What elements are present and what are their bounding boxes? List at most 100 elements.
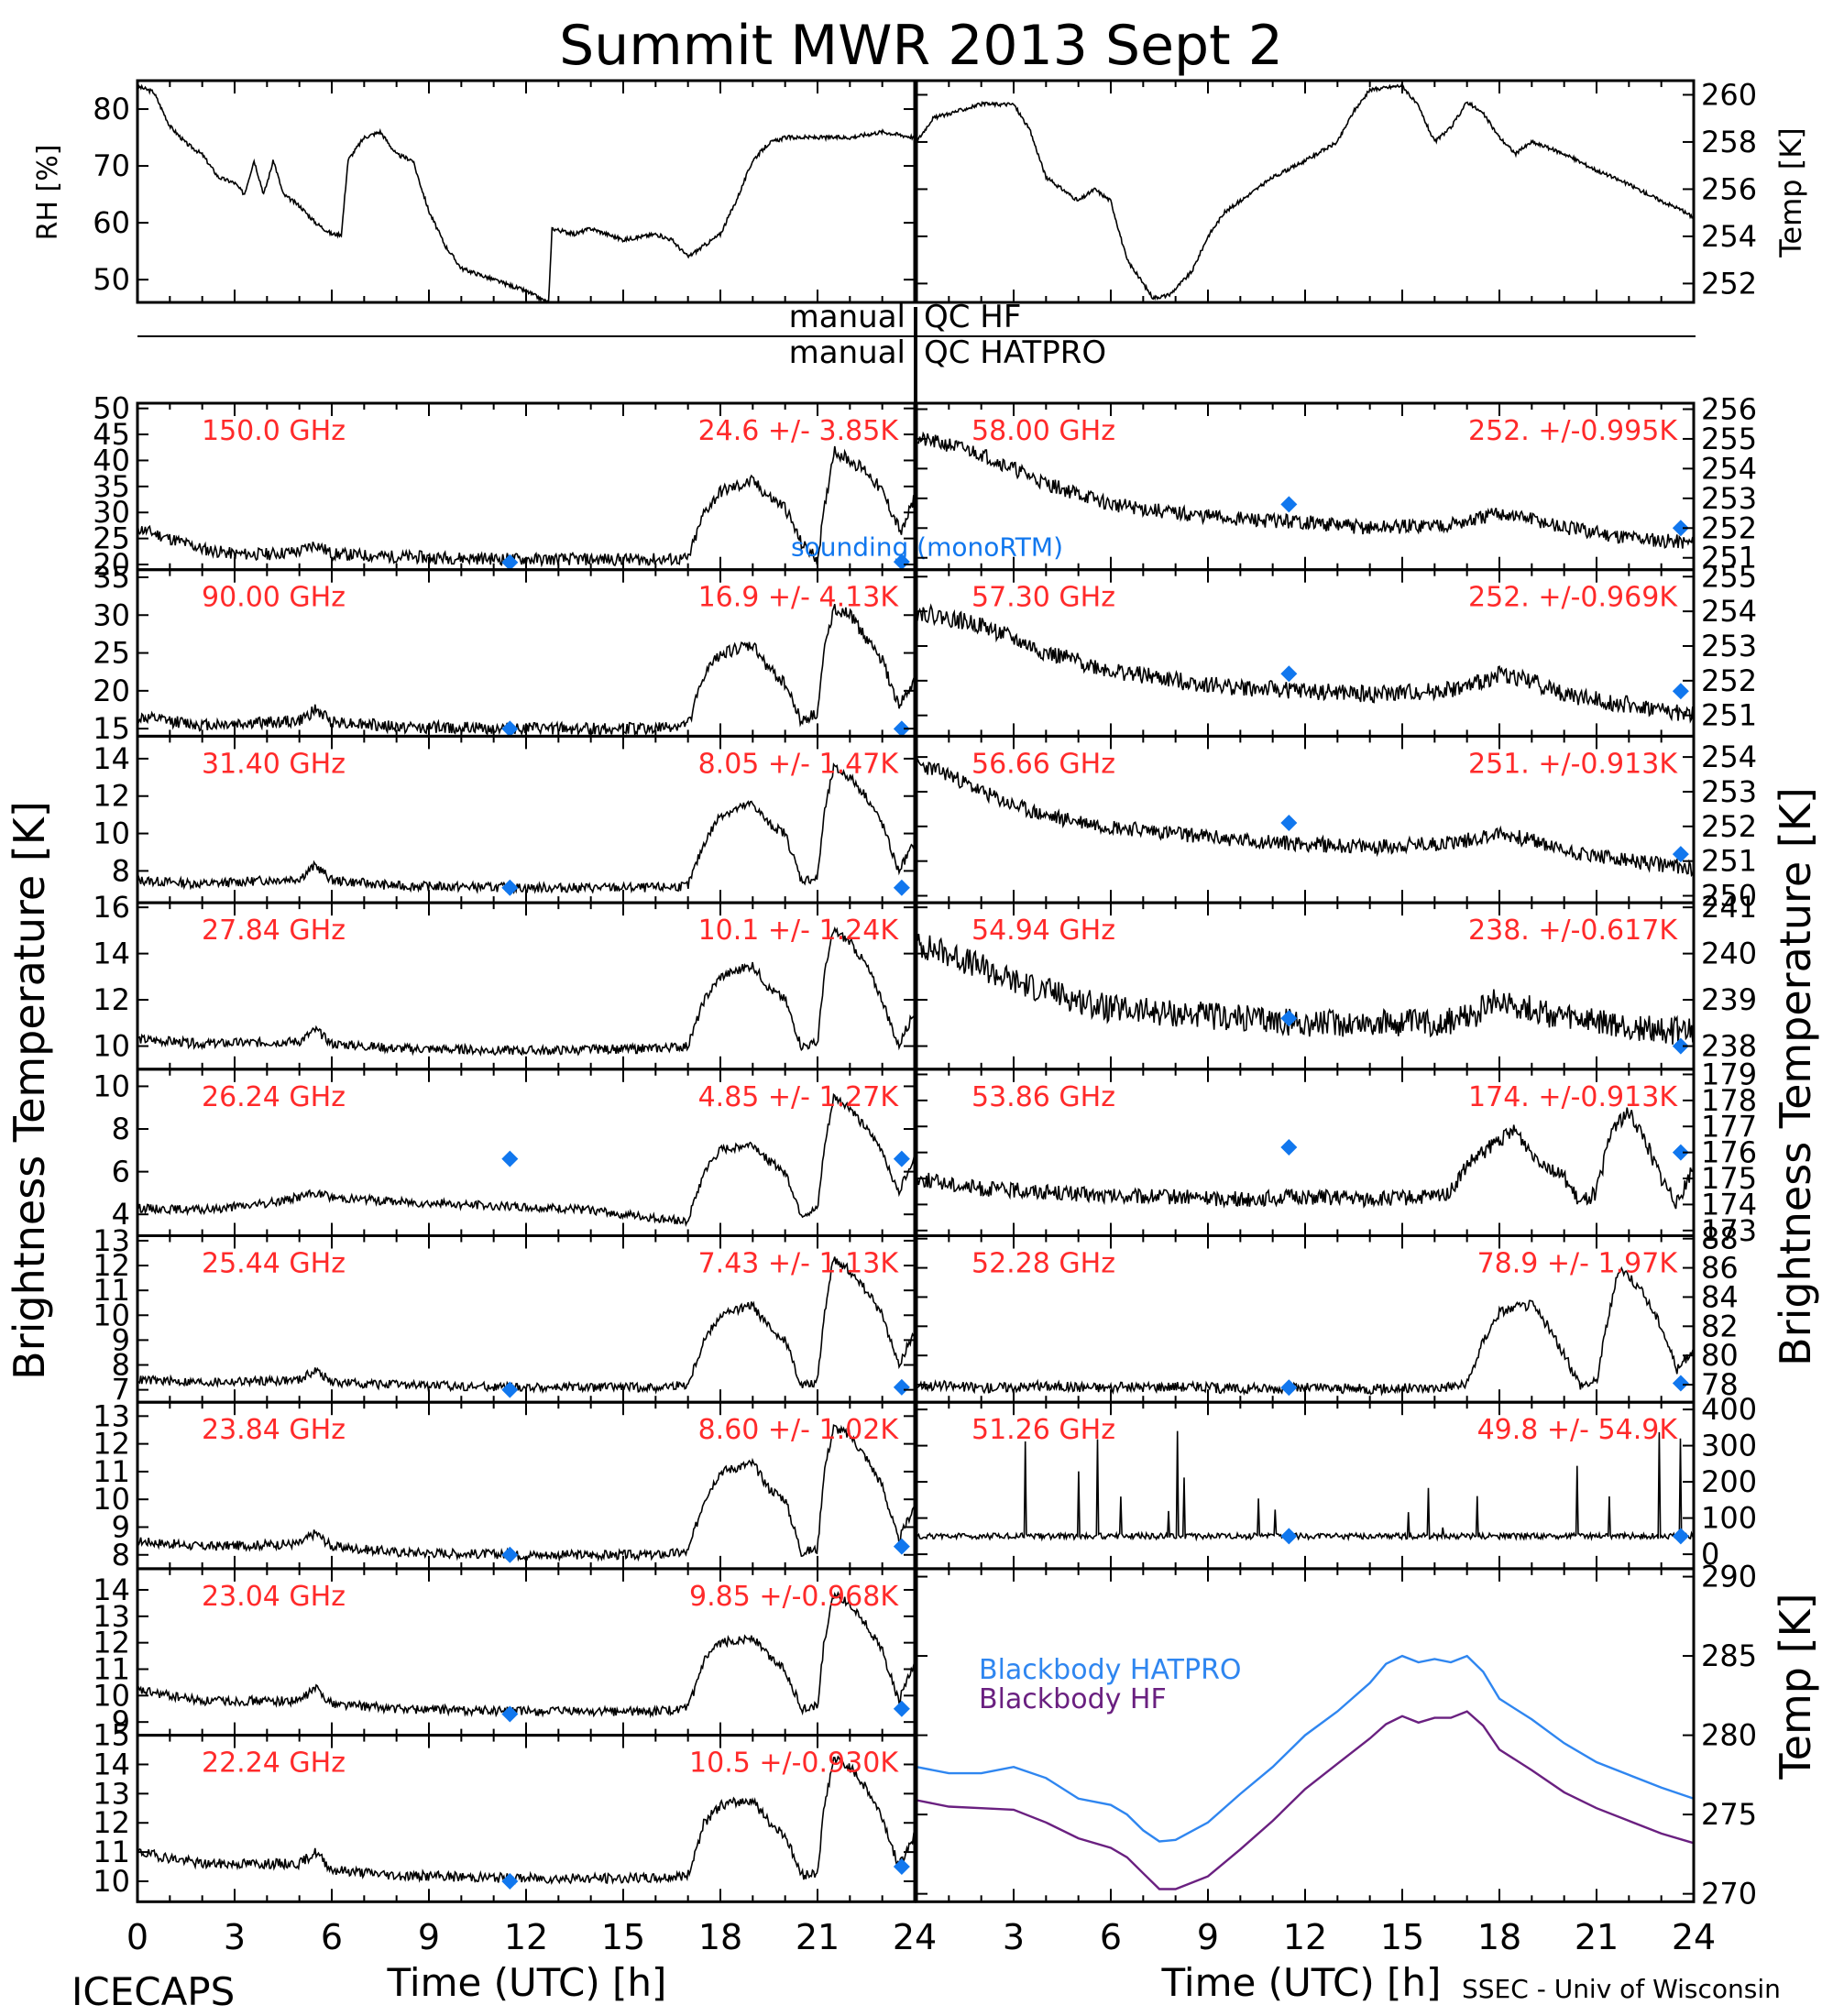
panel-ch90-sounding-point xyxy=(893,720,910,738)
panel-ch2304-sounding-point xyxy=(893,1700,910,1717)
panel-ch90-freq-label: 90.00 GHz xyxy=(202,582,346,614)
panel-ch90-ytick-label: 20 xyxy=(93,674,130,708)
xtick-label: 15 xyxy=(1380,1917,1424,1957)
panel-ch2384-ytick-label: 12 xyxy=(93,1427,130,1462)
panel-ch5730-sounding-point xyxy=(1672,683,1689,700)
panel-ch5494-ytick-label: 238 xyxy=(1701,1029,1757,1064)
panel-bb-ytick-label: 270 xyxy=(1701,1877,1757,1912)
panel-ch5386-ytick-label: 174 xyxy=(1701,1187,1757,1222)
panel-ch5666-ytick-label: 252 xyxy=(1701,809,1757,844)
xtick-label: 0 xyxy=(126,1917,148,1957)
panel-ch5386-sounding-point xyxy=(1672,1144,1689,1161)
panel-ch2304-ytick-label: 12 xyxy=(93,1626,130,1660)
right-ylabel: Brightness Temperature [K] xyxy=(1771,787,1820,1366)
panel-ch2624-ytick-label: 4 xyxy=(112,1197,130,1232)
panel-ch5494-trace xyxy=(916,933,1695,1046)
xtick-label: 12 xyxy=(1283,1917,1327,1957)
panel-ch2544-ytick-label: 11 xyxy=(93,1273,130,1308)
panel-ch314-ytick-label: 14 xyxy=(93,741,130,776)
panel-ch5126-ytick-label: 400 xyxy=(1701,1392,1757,1427)
panel-ch5126-ytick-label: 300 xyxy=(1701,1429,1757,1463)
blackbody-series-1-line xyxy=(916,1710,1695,1890)
xtick-label: 12 xyxy=(504,1917,548,1957)
xtick-label: 9 xyxy=(418,1917,440,1957)
panel-ch5126-freq-label: 51.26 GHz xyxy=(971,1414,1115,1446)
panel-ch314-sounding-point xyxy=(501,879,519,896)
panel-ch2224-sounding-point xyxy=(893,1858,910,1876)
panel-ch2304-ytick-label: 14 xyxy=(93,1572,130,1607)
panel-ch150-sounding-point xyxy=(893,553,910,571)
panel-ch150-ytick-label: 30 xyxy=(93,495,130,530)
panel-ch2224-ytick-label: 11 xyxy=(93,1835,130,1869)
panel-temp-trace xyxy=(916,82,1695,301)
panel-ch5800-trace xyxy=(916,431,1695,550)
panel-ch2304-ytick-label: 11 xyxy=(93,1651,130,1686)
panel-ch2784-stats-label: 10.1 +/- 1.24K xyxy=(698,915,900,947)
panel-ch5126-sounding-point xyxy=(1672,1528,1689,1545)
panel-ch5730-sounding-point xyxy=(1280,665,1298,683)
footer-right: SSEC - Univ of Wisconsin xyxy=(1462,1974,1781,2004)
panel-ch5666-ytick-label: 251 xyxy=(1701,844,1757,879)
panel-ch2224-stats-label: 10.5 +/-0.930K xyxy=(689,1748,899,1780)
panel-ch314-ytick-label: 10 xyxy=(93,816,130,851)
panel-ch5126-ytick-label: 100 xyxy=(1701,1501,1757,1536)
panel-temp-ytick-label: 252 xyxy=(1701,266,1757,301)
panel-ch2624-sounding-point xyxy=(501,1150,519,1167)
panel-ch5494-sounding-point xyxy=(1280,1010,1298,1027)
panel-ch2384-sounding-point xyxy=(501,1546,519,1563)
panel-ch150-freq-label: 150.0 GHz xyxy=(202,415,346,447)
panel-ch5800-ytick-label: 256 xyxy=(1701,391,1757,426)
panel-ch2384-ytick-label: 10 xyxy=(93,1482,130,1517)
xtick-label: 6 xyxy=(1100,1917,1122,1957)
panel-ch5386-ytick-label: 179 xyxy=(1701,1057,1757,1091)
panel-ch2304-trace xyxy=(137,1591,916,1719)
xtick-label: 24 xyxy=(1672,1917,1716,1957)
panel-ch5386-ytick-label: 176 xyxy=(1701,1135,1757,1170)
panel-ch5228-sounding-point xyxy=(1672,1375,1689,1392)
panel-ch5800-ytick-label: 253 xyxy=(1701,481,1757,516)
panel-ch314-trace xyxy=(137,762,916,895)
panel-ch5228-ytick-label: 84 xyxy=(1701,1279,1739,1314)
panel-ch5386-trace xyxy=(916,1107,1695,1210)
panel-ch90-ytick-label: 30 xyxy=(93,597,130,632)
panel-ch2624-stats-label: 4.85 +/- 1.27K xyxy=(698,1081,900,1113)
panel-ch5730-ytick-label: 254 xyxy=(1701,594,1757,629)
panel-temp-ytick-label: 254 xyxy=(1701,219,1757,254)
xtick-label: 3 xyxy=(1003,1917,1025,1957)
left-ylabel: Brightness Temperature [K] xyxy=(5,801,54,1380)
panel-ch5228-freq-label: 52.28 GHz xyxy=(971,1248,1115,1280)
panel-ch5386-freq-label: 53.86 GHz xyxy=(971,1081,1115,1113)
panel-ch5228-ytick-label: 88 xyxy=(1701,1222,1739,1256)
panel-ch2544-ytick-label: 7 xyxy=(112,1373,130,1408)
panel-ch2224-ytick-label: 14 xyxy=(93,1747,130,1781)
panel-ch2544-ytick-label: 9 xyxy=(112,1322,130,1357)
panel-ch2784-trace xyxy=(137,926,916,1057)
panel-ch150-ytick-label: 50 xyxy=(93,391,130,426)
panel-ch314-freq-label: 31.40 GHz xyxy=(202,748,346,780)
panel-ch5666-ytick-label: 250 xyxy=(1701,879,1757,914)
panel-ch5666-sounding-point xyxy=(1280,815,1298,832)
blackbody-legend-1: Blackbody HF xyxy=(979,1683,1167,1715)
panel-ch5800-ytick-label: 254 xyxy=(1701,451,1757,486)
panel-ch314-sounding-point xyxy=(893,879,910,896)
panel-ch5494-freq-label: 54.94 GHz xyxy=(971,915,1115,947)
panel-ch5386-ytick-label: 178 xyxy=(1701,1083,1757,1118)
panel-ch2784-ytick-label: 10 xyxy=(93,1029,130,1064)
panel-ch5126-ytick-label: 0 xyxy=(1701,1537,1719,1572)
panel-ch2224-ytick-label: 10 xyxy=(93,1864,130,1899)
xtick-label: 18 xyxy=(1477,1917,1521,1957)
panel-ch2624-ytick-label: 8 xyxy=(112,1112,130,1146)
panel-ch5494-ytick-label: 241 xyxy=(1701,890,1757,925)
panel-ch2304-freq-label: 23.04 GHz xyxy=(202,1581,346,1613)
panel-ch5800-ytick-label: 252 xyxy=(1701,510,1757,545)
panel-ch314-ytick-label: 8 xyxy=(112,853,130,888)
panel-ch2224-ytick-label: 13 xyxy=(93,1776,130,1811)
panel-ch5730-freq-label: 57.30 GHz xyxy=(971,582,1115,614)
panel-ch90-stats-label: 16.9 +/- 4.13K xyxy=(698,582,900,614)
panel-ch2544-ytick-label: 12 xyxy=(93,1248,130,1283)
panel-ch5126-ytick-label: 200 xyxy=(1701,1464,1757,1499)
panel-ch314-ytick-label: 12 xyxy=(93,779,130,814)
panel-ch150-ytick-label: 45 xyxy=(93,417,130,452)
panel-ch5228-trace xyxy=(916,1265,1695,1397)
